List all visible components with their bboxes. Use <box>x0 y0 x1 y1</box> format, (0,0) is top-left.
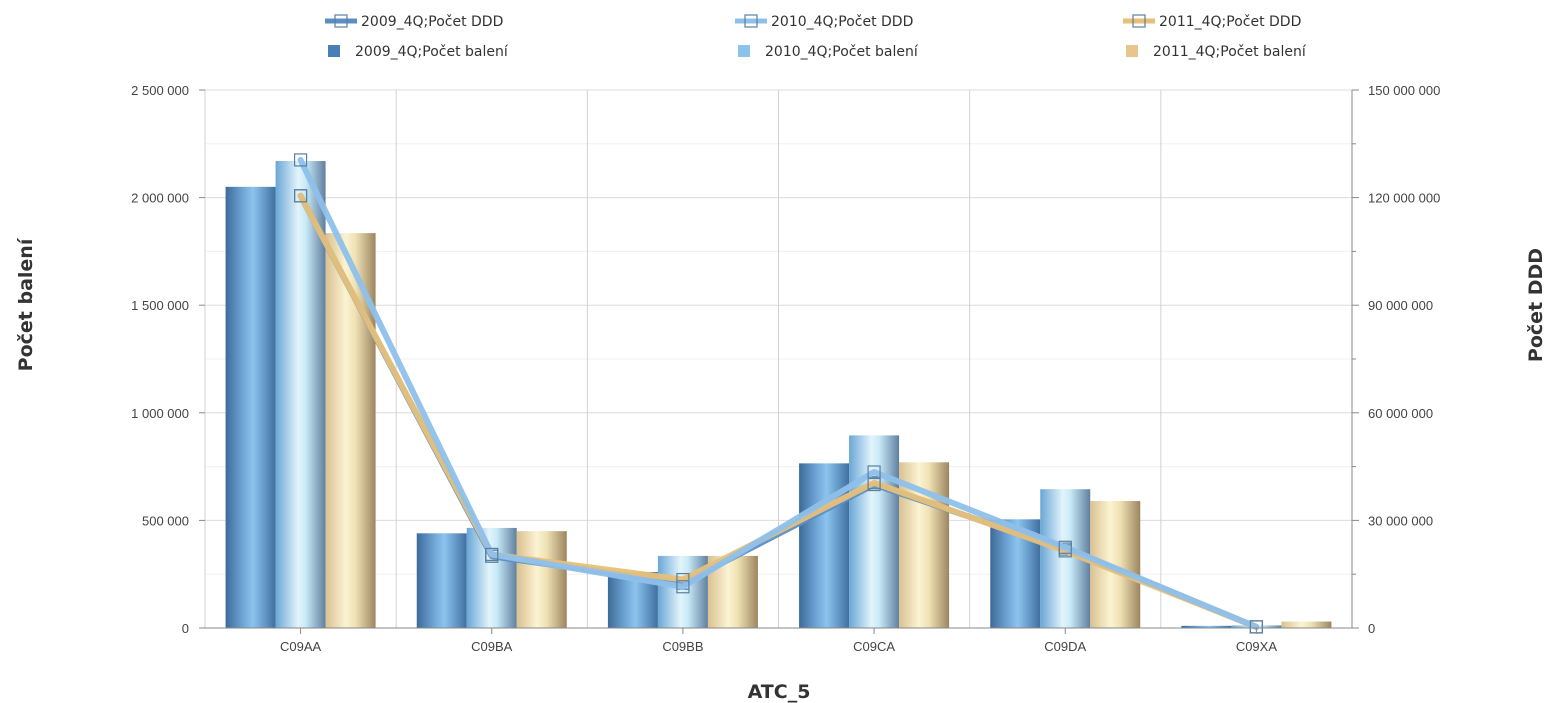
legend: 2009_4Q;Počet DDD 2010_4Q;Počet DDD 2011_4… <box>325 14 1307 60</box>
legend-label: 2009_4Q;Počet balení <box>355 44 509 60</box>
y-left-tick-label: 0 <box>182 621 189 636</box>
bar <box>516 531 567 628</box>
line-layer <box>293 153 1264 634</box>
y-right-tick-label: 150 000 000 <box>1368 83 1440 98</box>
y-left-tick-label: 1 000 000 <box>131 406 189 421</box>
y-right-tick-label: 0 <box>1368 621 1375 636</box>
bar <box>225 186 276 628</box>
y-axis-left-title: Počet balení <box>15 237 37 371</box>
series-marker <box>867 465 881 479</box>
legend-label: 2010_4Q;Počet balení <box>765 44 919 60</box>
grid <box>204 89 1353 629</box>
series-marker <box>293 153 308 167</box>
series-marker <box>867 476 881 490</box>
legend-bar-swatch <box>738 45 750 57</box>
x-tick-label: C09DA <box>1044 639 1086 654</box>
y-right-tick-label: 60 000 000 <box>1368 406 1433 421</box>
legend-bar-swatch <box>1126 45 1138 57</box>
bar <box>1281 621 1332 628</box>
series-line <box>297 156 1260 630</box>
x-tick-label: C09CA <box>853 639 895 654</box>
axes: 0 500 000 1 000 000 1 500 000 2 000 000 2 500… <box>131 83 1440 654</box>
series-marker <box>485 547 499 562</box>
legend-marker <box>1132 14 1146 28</box>
legend-label: 2011_4Q;Počet balení <box>1153 44 1307 60</box>
y-left-tick-label: 1 500 000 <box>131 298 189 313</box>
bar <box>1181 625 1232 628</box>
y-left-tick-label: 2 500 000 <box>131 83 189 98</box>
y-right-tick-label: 120 000 000 <box>1368 191 1440 206</box>
bar-layer <box>225 161 1332 629</box>
x-tick-label: C09XA <box>1236 639 1278 654</box>
x-tick-label: C09BA <box>471 639 513 654</box>
series-marker <box>676 580 690 594</box>
x-axis-title: ATC_5 <box>748 681 811 703</box>
y-right-tick-label: 90 000 000 <box>1368 298 1433 313</box>
series-marker <box>1058 540 1072 554</box>
y-left-tick-label: 2 000 000 <box>131 191 189 206</box>
bar <box>416 533 467 628</box>
y-axis-right-title: Počet DDD <box>1525 248 1547 362</box>
series-marker <box>293 189 308 203</box>
y-left-tick-label: 500 000 <box>142 513 189 528</box>
legend-bar-swatch <box>328 45 340 57</box>
x-tick-label: C09AA <box>280 639 322 654</box>
bar <box>466 527 517 628</box>
bar <box>275 161 326 629</box>
bar <box>849 435 900 628</box>
legend-label: 2009_4Q;Počet DDD <box>361 14 503 30</box>
bar <box>657 555 708 628</box>
legend-marker <box>744 14 758 28</box>
y-right-tick-label: 30 000 000 <box>1368 513 1433 528</box>
legend-marker <box>334 14 348 28</box>
legend-label: 2010_4Q;Počet DDD <box>771 14 913 30</box>
legend-label: 2011_4Q;Počet DDD <box>1159 14 1301 30</box>
x-tick-label: C09BB <box>662 639 703 654</box>
